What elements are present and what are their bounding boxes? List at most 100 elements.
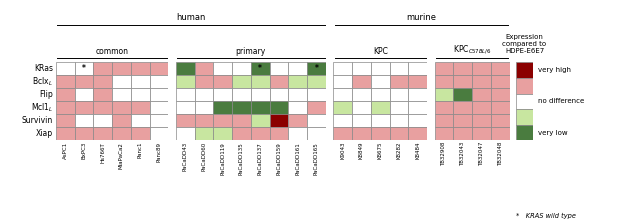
Bar (149, 89, 168, 101)
Bar (491, 128, 510, 140)
Bar (371, 89, 389, 101)
Bar (491, 101, 510, 114)
Bar (453, 62, 472, 75)
Bar (334, 89, 352, 101)
Text: *: * (82, 64, 86, 73)
Bar (453, 114, 472, 128)
Bar (472, 128, 491, 140)
Bar (371, 101, 389, 114)
Bar (270, 75, 288, 89)
Bar (232, 62, 251, 75)
Bar (56, 62, 74, 75)
Bar (270, 114, 288, 128)
Bar (409, 62, 427, 75)
Bar (176, 62, 195, 75)
Bar (307, 128, 326, 140)
Text: KPC: KPC (373, 47, 388, 56)
Bar (288, 75, 307, 89)
Bar (251, 101, 270, 114)
Bar (251, 89, 270, 101)
Bar (149, 114, 168, 128)
Bar (213, 89, 232, 101)
Bar (270, 89, 288, 101)
Bar (74, 114, 93, 128)
Bar (307, 101, 326, 114)
Text: KPC$_{C57BL/6}$: KPC$_{C57BL/6}$ (453, 43, 492, 56)
Bar (371, 62, 389, 75)
Bar (491, 62, 510, 75)
Bar (195, 62, 213, 75)
Bar (288, 89, 307, 101)
Bar (112, 75, 131, 89)
Bar (112, 89, 131, 101)
Bar (435, 89, 453, 101)
Bar (251, 128, 270, 140)
Bar (232, 89, 251, 101)
Bar (352, 62, 371, 75)
Bar (472, 101, 491, 114)
Bar (232, 128, 251, 140)
Bar (112, 62, 131, 75)
Bar (389, 75, 409, 89)
Bar (251, 62, 270, 75)
Bar (131, 62, 149, 75)
Bar (491, 114, 510, 128)
Text: *   KRAS wild type: * KRAS wild type (516, 213, 576, 219)
Bar (74, 128, 93, 140)
Bar (334, 62, 352, 75)
Bar (149, 75, 168, 89)
Bar (371, 75, 389, 89)
Bar (131, 75, 149, 89)
Bar (213, 128, 232, 140)
Bar (56, 89, 74, 101)
Bar (352, 114, 371, 128)
Bar (74, 89, 93, 101)
Bar (435, 114, 453, 128)
Bar (409, 89, 427, 101)
Bar (409, 75, 427, 89)
Text: *: * (259, 64, 262, 73)
Bar (389, 114, 409, 128)
Bar (131, 89, 149, 101)
Bar (472, 114, 491, 128)
Bar (389, 128, 409, 140)
Bar (516, 94, 533, 109)
Bar (389, 89, 409, 101)
Bar (409, 114, 427, 128)
Bar (56, 128, 74, 140)
Bar (93, 101, 112, 114)
Bar (389, 101, 409, 114)
Text: very low: very low (538, 130, 568, 136)
Bar (307, 89, 326, 101)
Bar (472, 75, 491, 89)
Bar (74, 62, 93, 75)
Bar (195, 114, 213, 128)
Bar (288, 128, 307, 140)
Bar (149, 128, 168, 140)
Text: human: human (176, 13, 205, 22)
Bar (56, 101, 74, 114)
Bar (232, 101, 251, 114)
Bar (270, 101, 288, 114)
Bar (74, 75, 93, 89)
Bar (472, 89, 491, 101)
Bar (93, 89, 112, 101)
Bar (213, 62, 232, 75)
Bar (491, 75, 510, 89)
Bar (453, 75, 472, 89)
Bar (435, 128, 453, 140)
Bar (491, 89, 510, 101)
Bar (112, 128, 131, 140)
Bar (453, 128, 472, 140)
Bar (453, 101, 472, 114)
Bar (409, 128, 427, 140)
Bar (371, 128, 389, 140)
Bar (516, 62, 533, 78)
Text: Expression
compared to
HDPE-E6E7: Expression compared to HDPE-E6E7 (502, 33, 547, 54)
Bar (176, 128, 195, 140)
Bar (74, 101, 93, 114)
Bar (472, 62, 491, 75)
Bar (195, 89, 213, 101)
Bar (334, 114, 352, 128)
Bar (352, 75, 371, 89)
